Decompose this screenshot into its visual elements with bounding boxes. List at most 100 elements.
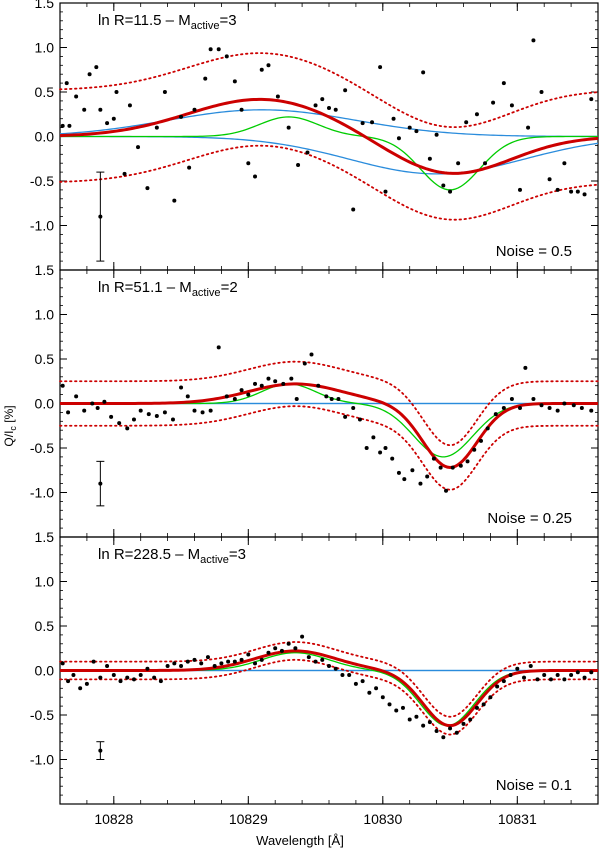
blue-curve-1 [59,109,598,138]
error-bar-point [98,481,103,486]
noise-label: Noise = 0.1 [496,777,572,794]
data-point [313,103,318,108]
data-point [232,79,237,84]
panel-label-tail: =3 [219,12,236,29]
data-point [212,664,217,669]
data-point [192,107,197,112]
y-axis-label: Q/Ic [%] [2,405,18,446]
data-point [329,397,334,402]
data-point [71,672,76,677]
x-tick-label: 10830 [363,811,402,827]
data-point [414,714,419,719]
data-point [336,397,341,402]
data-point [531,38,536,43]
data-point [370,120,375,125]
data-point [239,388,244,393]
data-point [383,446,388,450]
data-point [67,123,72,128]
data-point [66,679,71,684]
data-point [138,672,143,677]
data-point [203,76,208,81]
data-point [360,679,365,684]
data-point [400,705,405,710]
data-point [441,183,446,188]
data-point [281,381,286,386]
data-point [456,161,461,166]
data-point [450,465,455,470]
data-point [391,116,396,121]
y-tick-label: 1.5 [35,262,55,278]
data-point [562,677,567,682]
data-point [306,655,311,660]
y-tick-label: -1.0 [30,218,54,234]
data-point [569,189,574,194]
data-point [555,408,560,413]
data-point [131,417,136,422]
data-point [226,659,231,664]
data-point [571,403,576,408]
data-point [495,684,500,689]
lower-confidence-curve [59,144,599,221]
fit-curve [60,382,598,470]
data-point [562,161,567,166]
data-point [232,397,237,402]
data-point [378,65,383,70]
data-point [501,81,506,86]
data-point [294,397,299,402]
data-point [219,661,224,666]
data-point [296,162,301,167]
noise-label: Noise = 0.25 [487,510,572,527]
data-point [172,661,177,666]
data-point [253,661,258,666]
data-point [380,695,385,700]
y-tick-label: 0.5 [35,84,55,100]
y-tick-label: 0.0 [35,129,55,145]
data-point [74,94,79,99]
data-point [508,672,513,677]
data-point [154,413,159,418]
data-point [172,198,177,203]
y-tick-label: -1.0 [30,752,54,768]
data-point [343,88,348,93]
fit-curve [60,649,598,728]
data-point [158,679,163,684]
panel-label-main: ln R=11.5 – M [98,12,191,29]
data-point [300,634,305,639]
data-point [474,112,479,117]
data-point [488,695,493,700]
data-point [145,186,150,191]
data-point [414,129,419,134]
data-point [483,161,488,166]
panels-layer: 1.51.00.50.0-0.5-1.0ln R=11.5 – Mactive=… [30,0,599,827]
data-point [353,681,358,686]
x-tick-label: 10831 [498,811,537,827]
data-point [105,121,110,126]
data-point [394,708,399,713]
data-point [501,405,506,410]
data-point [526,125,531,130]
data-point [266,650,271,655]
data-point [582,675,587,680]
data-point [478,438,483,443]
data-point [266,63,271,68]
data-point [253,174,258,179]
data-point [273,379,278,384]
data-point [378,450,383,455]
data-point [117,421,122,426]
data-point [146,412,151,417]
data-point [187,165,192,170]
data-point [425,474,430,479]
data-point [582,192,587,197]
data-point [136,145,141,150]
y-tick-label: -1.0 [30,485,54,501]
data-point [246,392,251,397]
panel-3: 1.5 1.0 0.5 0.0 -0.5 -1.0 ln R=228.5 – Mactive… [30,529,599,827]
data-point [547,405,552,410]
data-point [266,376,271,381]
fit-curve [59,97,599,175]
data-point [179,385,184,390]
data-point [82,107,87,112]
data-point [515,666,520,671]
noise-label: Noise = 0.5 [496,243,572,260]
